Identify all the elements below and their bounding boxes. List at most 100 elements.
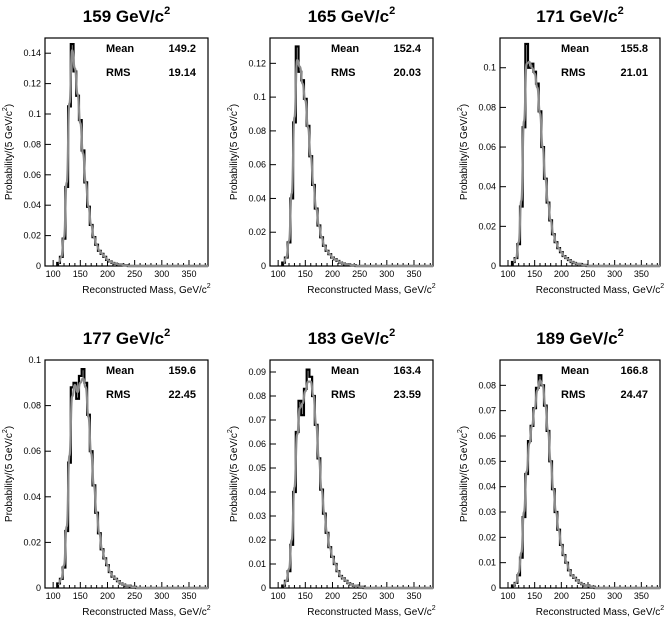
x-tick-label: 150 xyxy=(298,269,313,279)
y-tick-label: 0.06 xyxy=(23,170,41,180)
fit-curve xyxy=(513,379,660,590)
x-tick-label: 100 xyxy=(500,591,515,601)
y-axis-label: Probability/(5 GeV/c2) xyxy=(457,104,470,200)
stat-label-mean: Mean xyxy=(561,43,589,55)
x-tick-label: 300 xyxy=(379,591,394,601)
y-tick-label: 0.08 xyxy=(248,126,266,136)
stat-label-rms: RMS xyxy=(561,389,585,401)
y-axis-label: Probability/(5 GeV/c2) xyxy=(227,426,240,522)
chart-panel-5: 183 GeV/c2 0 0.01 0.02 0.03 0.04 0.05 0.06 0.07 0… xyxy=(227,327,436,618)
y-tick-label: 0.08 xyxy=(248,391,266,401)
x-tick-label: 150 xyxy=(527,269,542,279)
histogram-series xyxy=(281,45,433,268)
x-tick-label: 200 xyxy=(325,591,340,601)
stat-label-rms: RMS xyxy=(331,389,355,401)
stat-value-rms: 23.59 xyxy=(393,389,421,401)
y-tick-label: 0.03 xyxy=(478,507,496,517)
y-tick-label: 0.03 xyxy=(248,511,266,521)
plot-frame xyxy=(269,359,434,589)
x-tick-label: 250 xyxy=(580,269,595,279)
stat-value-rms: 19.14 xyxy=(168,67,196,79)
y-tick-label: 0.08 xyxy=(23,401,41,411)
chart-title: 189 GeV/c2 xyxy=(536,327,623,348)
y-tick-label: 0.07 xyxy=(478,406,496,416)
stat-value-mean: 163.4 xyxy=(393,365,421,377)
x-axis-label: Reconstructed Mass, GeV/c2 xyxy=(307,605,436,618)
chart-panel-1: 159 GeV/c2 0 0.02 0.04 0.06 0.08 0.1 0.12 0.14 10… xyxy=(2,5,211,296)
x-tick-label: 300 xyxy=(379,269,394,279)
y-tick-label: 0.02 xyxy=(478,532,496,542)
y-tick-label: 0.12 xyxy=(248,58,266,68)
plot-frame xyxy=(499,37,661,267)
chart-panel-2: 165 GeV/c2 0 0.02 0.04 0.06 0.08 0.1 0.12 100 150… xyxy=(227,5,436,296)
x-axis-label: Reconstructed Mass, GeV/c2 xyxy=(82,605,211,618)
y-tick-label: 0.04 xyxy=(248,487,266,497)
chart-title: 159 GeV/c2 xyxy=(83,5,170,26)
stat-value-mean: 159.6 xyxy=(168,365,196,377)
y-tick-label: 0.04 xyxy=(478,482,496,492)
y-tick-label: 0.02 xyxy=(248,535,266,545)
x-tick-label: 200 xyxy=(100,591,115,601)
y-tick-label: 0.14 xyxy=(23,48,41,58)
chart-panel-6: 189 GeV/c2 0 0.01 0.02 0.03 0.04 0.05 0.06 0.07 0… xyxy=(457,327,664,618)
x-tick-label: 350 xyxy=(406,591,421,601)
y-tick-label: 0.06 xyxy=(248,439,266,449)
fit-curve xyxy=(283,58,433,268)
y-tick-label: 0.06 xyxy=(248,160,266,170)
y-tick-label: 0.05 xyxy=(248,463,266,473)
y-tick-label: 0.12 xyxy=(23,79,41,89)
y-tick-label: 0 xyxy=(36,583,41,593)
x-tick-label: 150 xyxy=(527,591,542,601)
x-tick-label: 100 xyxy=(46,591,61,601)
chart-panel-3: 171 GeV/c2 0 0.02 0.04 0.06 0.08 0.1 100 150 200 2… xyxy=(457,5,664,296)
stat-value-mean: 152.4 xyxy=(393,43,421,55)
x-tick-label: 350 xyxy=(181,591,196,601)
plot-frame xyxy=(499,359,661,589)
stat-label-rms: RMS xyxy=(106,389,130,401)
x-tick-label: 150 xyxy=(73,269,88,279)
y-tick-label: 0 xyxy=(261,261,266,271)
y-tick-label: 0.1 xyxy=(28,109,41,119)
y-tick-label: 0 xyxy=(491,583,496,593)
x-axis-label: Reconstructed Mass, GeV/c2 xyxy=(536,605,665,618)
stat-label-mean: Mean xyxy=(561,365,589,377)
x-tick-label: 250 xyxy=(127,269,142,279)
y-tick-label: 0.09 xyxy=(248,367,266,377)
x-tick-label: 200 xyxy=(100,269,115,279)
x-tick-label: 150 xyxy=(298,591,313,601)
y-tick-label: 0.02 xyxy=(23,231,41,241)
stat-value-mean: 155.8 xyxy=(620,43,648,55)
x-tick-label: 250 xyxy=(127,591,142,601)
stat-label-rms: RMS xyxy=(331,67,355,79)
y-tick-label: 0.04 xyxy=(478,182,496,192)
y-tick-label: 0.02 xyxy=(478,221,496,231)
y-tick-label: 0 xyxy=(36,261,41,271)
x-tick-label: 200 xyxy=(554,269,569,279)
y-tick-label: 0.1 xyxy=(483,63,496,73)
stat-label-rms: RMS xyxy=(561,67,585,79)
y-axis-label: Probability/(5 GeV/c2) xyxy=(457,426,470,522)
y-tick-label: 0.06 xyxy=(478,431,496,441)
y-tick-label: 0.08 xyxy=(478,102,496,112)
y-tick-label: 0 xyxy=(491,261,496,271)
x-axis-label: Reconstructed Mass, GeV/c2 xyxy=(82,283,211,296)
fit-curve xyxy=(58,49,208,268)
x-tick-label: 200 xyxy=(554,591,569,601)
stat-label-rms: RMS xyxy=(106,67,130,79)
x-tick-label: 100 xyxy=(271,591,286,601)
fit-curve xyxy=(58,377,208,590)
y-tick-label: 0.08 xyxy=(23,139,41,149)
x-tick-label: 350 xyxy=(634,591,649,601)
x-tick-label: 300 xyxy=(607,591,622,601)
y-tick-label: 0.04 xyxy=(248,193,266,203)
stat-value-rms: 21.01 xyxy=(620,67,648,79)
chart-title: 183 GeV/c2 xyxy=(308,327,395,348)
y-tick-label: 0.08 xyxy=(478,380,496,390)
y-tick-label: 0.07 xyxy=(248,415,266,425)
y-tick-label: 0.01 xyxy=(478,558,496,568)
x-tick-label: 300 xyxy=(607,269,622,279)
x-tick-label: 200 xyxy=(325,269,340,279)
y-tick-label: 0.02 xyxy=(248,227,266,237)
x-axis-label: Reconstructed Mass, GeV/c2 xyxy=(536,283,665,296)
